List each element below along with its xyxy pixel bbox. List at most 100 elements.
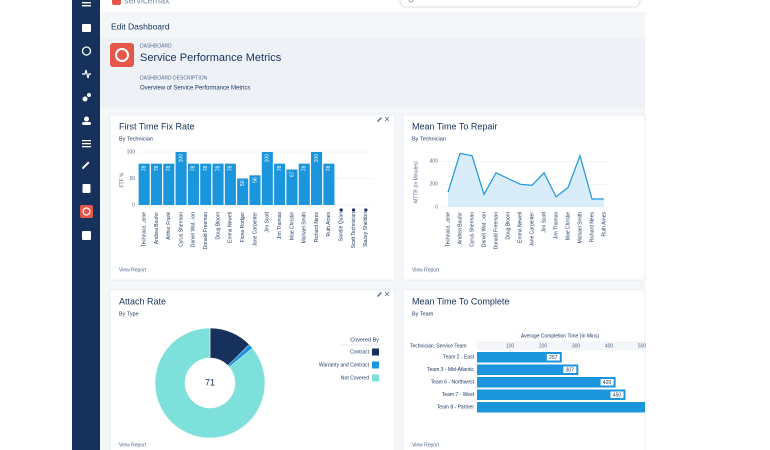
bar — [150, 163, 163, 205]
data-label: 450 — [613, 392, 622, 398]
x-tick-label: Technicia...ame — [141, 212, 147, 247]
search-box[interactable] — [399, 0, 641, 8]
x-tick-label: Sandie Quan — [339, 212, 345, 241]
x-tick-label: 500 — [638, 343, 647, 349]
donut-total: 71 — [205, 377, 215, 387]
bar — [200, 163, 212, 205]
x-tick-label: Scott Technician — [351, 212, 357, 249]
gears-icon[interactable] — [82, 96, 88, 102]
y-tick-label: 0 — [132, 202, 135, 208]
bar — [224, 163, 236, 205]
x-tick-label: Mae Christie — [565, 212, 571, 240]
data-label: 50 — [240, 180, 246, 186]
y-tick-label: Team 6 - Northwest — [431, 379, 475, 385]
edit-icon[interactable] — [377, 292, 382, 297]
data-label: 78 — [154, 165, 160, 171]
chart-title: Attach Rate — [119, 296, 166, 306]
list-icon[interactable] — [82, 140, 91, 142]
label-box — [546, 354, 560, 361]
x-tick-label: Cyrus Sherman — [178, 212, 184, 247]
data-label: 307 — [566, 367, 575, 373]
label-box — [610, 391, 624, 398]
x-tick-label: Daniel Wat...ion — [191, 212, 197, 247]
data-label: 78 — [228, 165, 234, 171]
label-box — [563, 366, 577, 373]
bar — [163, 163, 175, 205]
calendar-icon[interactable] — [82, 24, 91, 32]
data-label: 78 — [215, 165, 221, 171]
pulse-icon[interactable] — [82, 69, 91, 79]
y-tick-label: 200 — [430, 182, 439, 188]
bar — [364, 208, 368, 212]
x-tick-label: Richard Nees — [589, 212, 595, 243]
bar — [249, 175, 261, 205]
bar — [323, 163, 335, 205]
x-tick-label: Jim Thomas — [553, 212, 559, 240]
alarm-icon[interactable] — [81, 46, 92, 56]
bar — [212, 163, 224, 205]
x-tick-label: Daniel Wat...ion — [481, 212, 487, 247]
x-tick-label: Jim Thomas — [277, 212, 283, 240]
dashboard-icon[interactable] — [80, 205, 93, 218]
chart-subtitle: By Team — [412, 311, 434, 317]
description: Overview of Service Performance Metrics — [140, 86, 250, 92]
x-tick-label: Mae Christie — [289, 212, 295, 240]
x-tick-label: Jane Carpenter — [529, 212, 535, 247]
y-tick-label: 400 — [430, 159, 439, 165]
logo-icon — [112, 0, 121, 5]
view-report[interactable]: View Report — [119, 442, 147, 448]
bar — [286, 169, 298, 205]
bar — [477, 352, 562, 363]
chart-subtitle: By Technician — [412, 136, 446, 142]
data-label: 78 — [141, 165, 147, 171]
view-report[interactable]: View Report — [412, 267, 440, 273]
wrench-icon[interactable] — [81, 161, 90, 170]
data-label: 78 — [191, 165, 197, 171]
bar — [477, 402, 645, 413]
y-tick-label: Team 3 - Mid-Atlantic — [427, 367, 474, 373]
chart-title: Mean Time To Repair — [412, 121, 497, 131]
x-tick-label: Stacey Sheldon — [363, 212, 369, 247]
close-icon[interactable] — [384, 291, 390, 297]
x-tick-label: Doug Bloom — [505, 212, 511, 240]
square-icon[interactable] — [82, 231, 91, 240]
bar — [298, 163, 310, 205]
x-tick-label: 300 — [572, 343, 581, 349]
chart-subtitle: By Technician — [119, 136, 153, 142]
x-tick-label: Donald Freeman — [493, 212, 499, 249]
data-label: 56 — [252, 177, 258, 183]
data-label: 78 — [203, 165, 209, 171]
x-tick-label: 400 — [605, 343, 614, 349]
y-axis-label: FTF % — [119, 172, 125, 188]
view-report[interactable]: View Report — [412, 442, 440, 448]
bar — [477, 364, 579, 375]
x-tick-label: Andrea Boufor — [154, 212, 160, 245]
chart-subtitle: By Type — [119, 311, 139, 317]
x-tick-label: Richard Nees — [314, 212, 320, 243]
people-icon[interactable] — [84, 116, 89, 122]
close-icon[interactable] — [384, 116, 390, 122]
x-tick-label: Andrea Boufor — [457, 212, 463, 245]
bar — [261, 152, 273, 205]
label-box — [600, 379, 614, 386]
category-header: Technician: Service Team — [410, 343, 467, 349]
data-label: 78 — [326, 165, 332, 171]
clipboard-icon[interactable] — [82, 184, 91, 193]
data-label: 100 — [178, 154, 184, 163]
y-tick-label: Team 7 - West — [442, 392, 475, 398]
data-label: 257 — [549, 355, 558, 361]
data-label: 100 — [265, 154, 271, 163]
bar — [351, 208, 356, 212]
legend-swatch — [372, 348, 379, 356]
view-report[interactable]: View Report — [119, 267, 147, 273]
chart-title: First Time Fix Rate — [119, 121, 195, 131]
legend-swatch — [372, 361, 379, 369]
x-tick-label: Ruth Ames — [326, 212, 332, 237]
x-tick-label: Cyrus Sherman — [469, 212, 475, 247]
y-tick-label: Team 2 - East — [443, 354, 474, 360]
x-tick-label: 100 — [506, 343, 515, 349]
legend-label: Contract — [350, 349, 370, 355]
area — [448, 153, 604, 207]
edit-icon[interactable] — [377, 117, 382, 122]
